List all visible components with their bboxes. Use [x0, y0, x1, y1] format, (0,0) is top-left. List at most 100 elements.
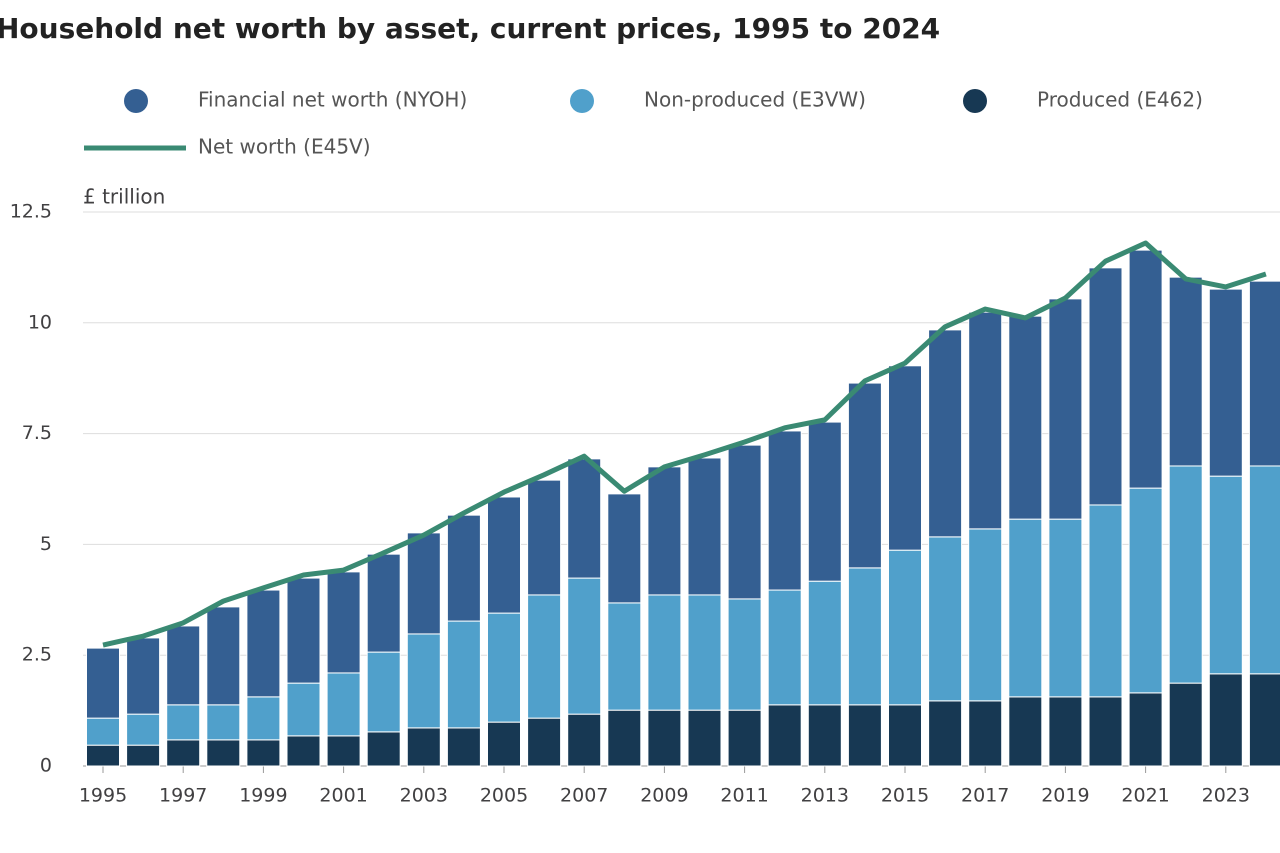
bar-segment — [567, 713, 602, 767]
bar-segment — [487, 612, 521, 723]
bar-segment — [687, 594, 722, 711]
x-tick-label: 2017 — [961, 785, 1009, 807]
bar-segment — [847, 382, 882, 569]
line-series — [102, 240, 1267, 648]
bar-segment — [1048, 298, 1083, 520]
bar-segment — [567, 458, 602, 579]
bar-segment — [527, 479, 562, 596]
legend-swatch — [124, 89, 148, 113]
bar-segment — [206, 704, 241, 741]
bar-segment — [807, 704, 842, 767]
bar-segment — [687, 709, 722, 767]
x-tick-label: 2013 — [801, 785, 849, 807]
x-tick-label: 2009 — [640, 785, 688, 807]
bar-segment — [888, 704, 922, 767]
bar-segment — [1008, 696, 1043, 767]
bar-segment — [246, 589, 281, 698]
bar-segment — [86, 717, 120, 746]
bar-segment — [1008, 518, 1043, 698]
bar-segment — [847, 704, 882, 767]
y-tick-label: 7.5 — [22, 422, 52, 444]
bar-segment — [166, 704, 201, 741]
x-tick-label: 2011 — [720, 785, 768, 807]
bar-segment — [527, 594, 562, 719]
bar-segment — [727, 598, 762, 711]
bar-segment — [1208, 475, 1243, 675]
bar-segment — [767, 704, 802, 767]
legend-label: Net worth (E45V) — [198, 135, 371, 159]
bar-segment — [807, 580, 842, 706]
chart-title: Household net worth by asset, current pr… — [0, 12, 940, 45]
y-tick-label: 10 — [28, 311, 52, 333]
bar-segment — [968, 700, 1003, 767]
bar-segment — [567, 577, 602, 715]
bar-segment — [406, 633, 441, 729]
bar-segment — [1088, 267, 1123, 506]
bar-segment — [647, 594, 682, 711]
x-tick-label: 2005 — [480, 785, 528, 807]
bar-segment — [1048, 696, 1083, 767]
bar-segment — [126, 637, 161, 715]
y-tick-label: 5 — [40, 533, 52, 555]
bar-segment — [86, 744, 120, 767]
bar-segment — [1248, 280, 1280, 467]
bar-segment — [1128, 249, 1163, 489]
bar-segment — [206, 606, 241, 706]
bar-segment — [607, 709, 642, 767]
bar-segment — [446, 620, 481, 729]
bar-segment — [166, 739, 201, 767]
bar-segment — [767, 430, 802, 591]
bar-segment — [1208, 673, 1243, 767]
x-tick-label: 2015 — [881, 785, 929, 807]
bar-segment — [326, 735, 361, 767]
bar-segment — [246, 739, 281, 767]
x-tick-label: 2019 — [1041, 785, 1089, 807]
bar-segment — [727, 709, 762, 767]
bar-segment — [928, 700, 963, 767]
bar-segment — [406, 532, 441, 635]
x-tick-label: 2023 — [1202, 785, 1250, 807]
bar-segment — [1088, 696, 1123, 767]
y-axis-label: £ trillion — [83, 185, 165, 209]
bar-segment — [1128, 487, 1163, 694]
bar-segment — [366, 731, 401, 767]
bar-segment — [647, 709, 682, 767]
bar-segment — [527, 717, 562, 767]
bar-segment — [1168, 276, 1203, 467]
bar-segment — [647, 466, 682, 596]
y-tick-label: 2.5 — [22, 644, 52, 666]
bar-segment — [406, 727, 441, 767]
bar-segment — [487, 496, 521, 614]
bar-segment — [326, 571, 361, 674]
x-tick-label: 2001 — [319, 785, 367, 807]
bar-segment — [1248, 673, 1280, 767]
bar-segment — [767, 589, 802, 706]
bar-segment — [326, 672, 361, 737]
bar-segment — [607, 493, 642, 604]
legend-swatch — [570, 89, 594, 113]
x-tick-label: 1997 — [159, 785, 207, 807]
bar-segment — [286, 682, 321, 737]
bar-segment — [807, 421, 842, 582]
x-tick-label: 2003 — [400, 785, 448, 807]
bar-segment — [928, 536, 963, 702]
bar-segment — [1088, 504, 1123, 698]
bar-segment — [446, 514, 481, 622]
bar-segment — [487, 721, 521, 767]
bar-segment — [206, 739, 241, 767]
bar-segment — [1168, 682, 1203, 767]
bar-segment — [888, 549, 922, 706]
bar-segment — [446, 727, 481, 767]
bar-segment — [286, 577, 321, 684]
bar-segment — [847, 567, 882, 706]
bar-segment — [1168, 465, 1203, 684]
bar-segment — [86, 647, 120, 719]
bar-segment — [1048, 518, 1083, 698]
bar-segment — [727, 444, 762, 600]
bar-segment — [1008, 315, 1043, 520]
bar-segment — [607, 602, 642, 711]
bar-segment — [1208, 288, 1243, 477]
y-tick-label: 0 — [40, 755, 52, 777]
legend-label: Financial net worth (NYOH) — [198, 88, 467, 112]
bar-segment — [286, 735, 321, 767]
